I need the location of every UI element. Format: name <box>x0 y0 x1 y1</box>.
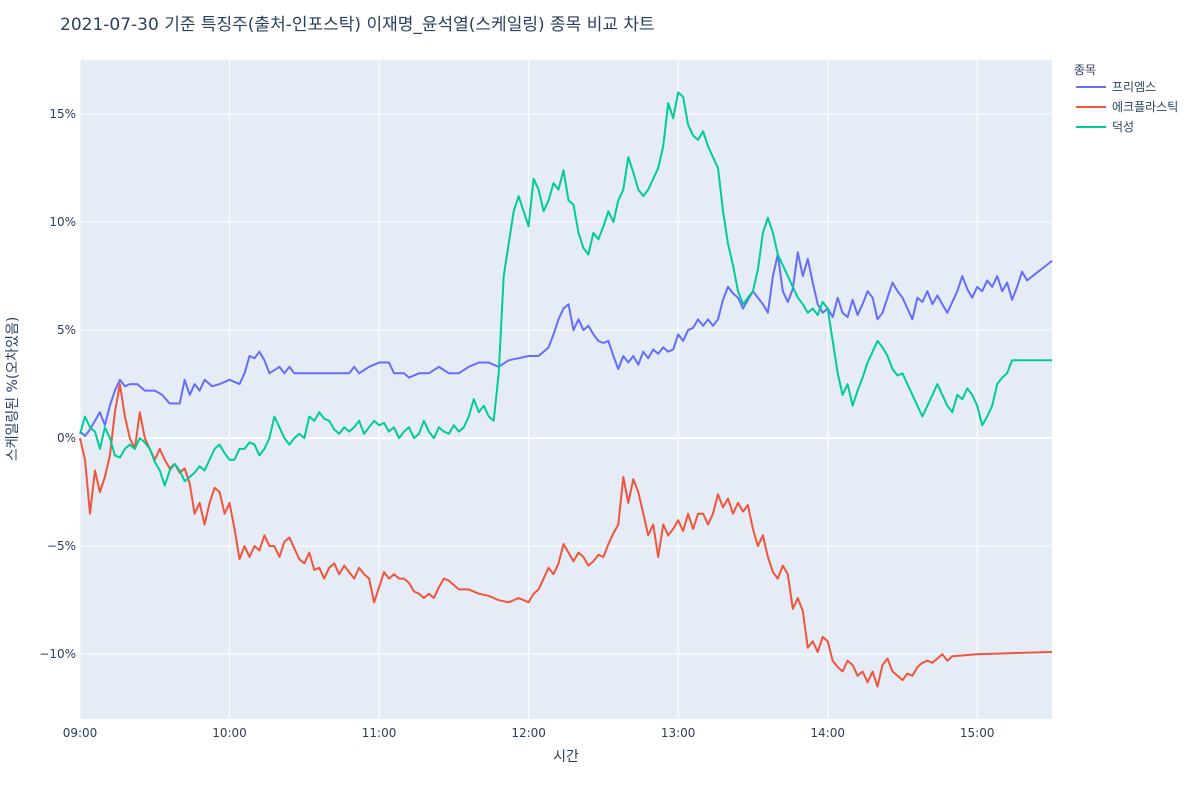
y-tick-label: 15% <box>49 107 76 121</box>
legend-item-label[interactable]: 프리엠스 <box>1112 80 1156 94</box>
x-tick-label: 12:00 <box>511 726 546 740</box>
legend-title: 종목 <box>1074 63 1096 77</box>
x-tick-label: 10:00 <box>212 726 247 740</box>
series-line-1 <box>79 251 1053 437</box>
y-tick-label: 10% <box>49 215 76 229</box>
y-axis: 15% 10% 5% 0% −5% −10% <box>39 107 76 661</box>
x-tick-label: 11:00 <box>362 726 397 740</box>
y-tick-label: 0% <box>57 431 76 445</box>
x-axis-title: 시간 <box>553 749 579 765</box>
x-tick-label: 14:00 <box>810 726 845 740</box>
legend-item-label[interactable]: 덕성 <box>1112 120 1134 134</box>
gridlines <box>79 60 1052 719</box>
y-tick-label: −10% <box>39 647 76 661</box>
chart-title: 2021-07-30 기준 특징주(출처-인포스탁) 이재명_윤석열(스케일링)… <box>60 15 655 35</box>
plot-background <box>80 60 1052 719</box>
x-axis: 09:00 10:00 11:00 12:00 13:00 14:00 15:00 <box>63 726 995 740</box>
series-line-3 <box>79 91 1052 487</box>
series-layer <box>79 91 1053 688</box>
series-line-2 <box>79 383 1053 688</box>
y-axis-title: 스케일링된 %(오차있음) <box>5 317 21 462</box>
legend-item-label[interactable]: 에크플라스틱 <box>1112 100 1178 114</box>
x-tick-label: 13:00 <box>661 726 696 740</box>
x-tick-label: 15:00 <box>960 726 995 740</box>
y-tick-label: 5% <box>57 323 76 337</box>
y-tick-label: −5% <box>47 539 76 553</box>
x-tick-label: 09:00 <box>63 726 98 740</box>
